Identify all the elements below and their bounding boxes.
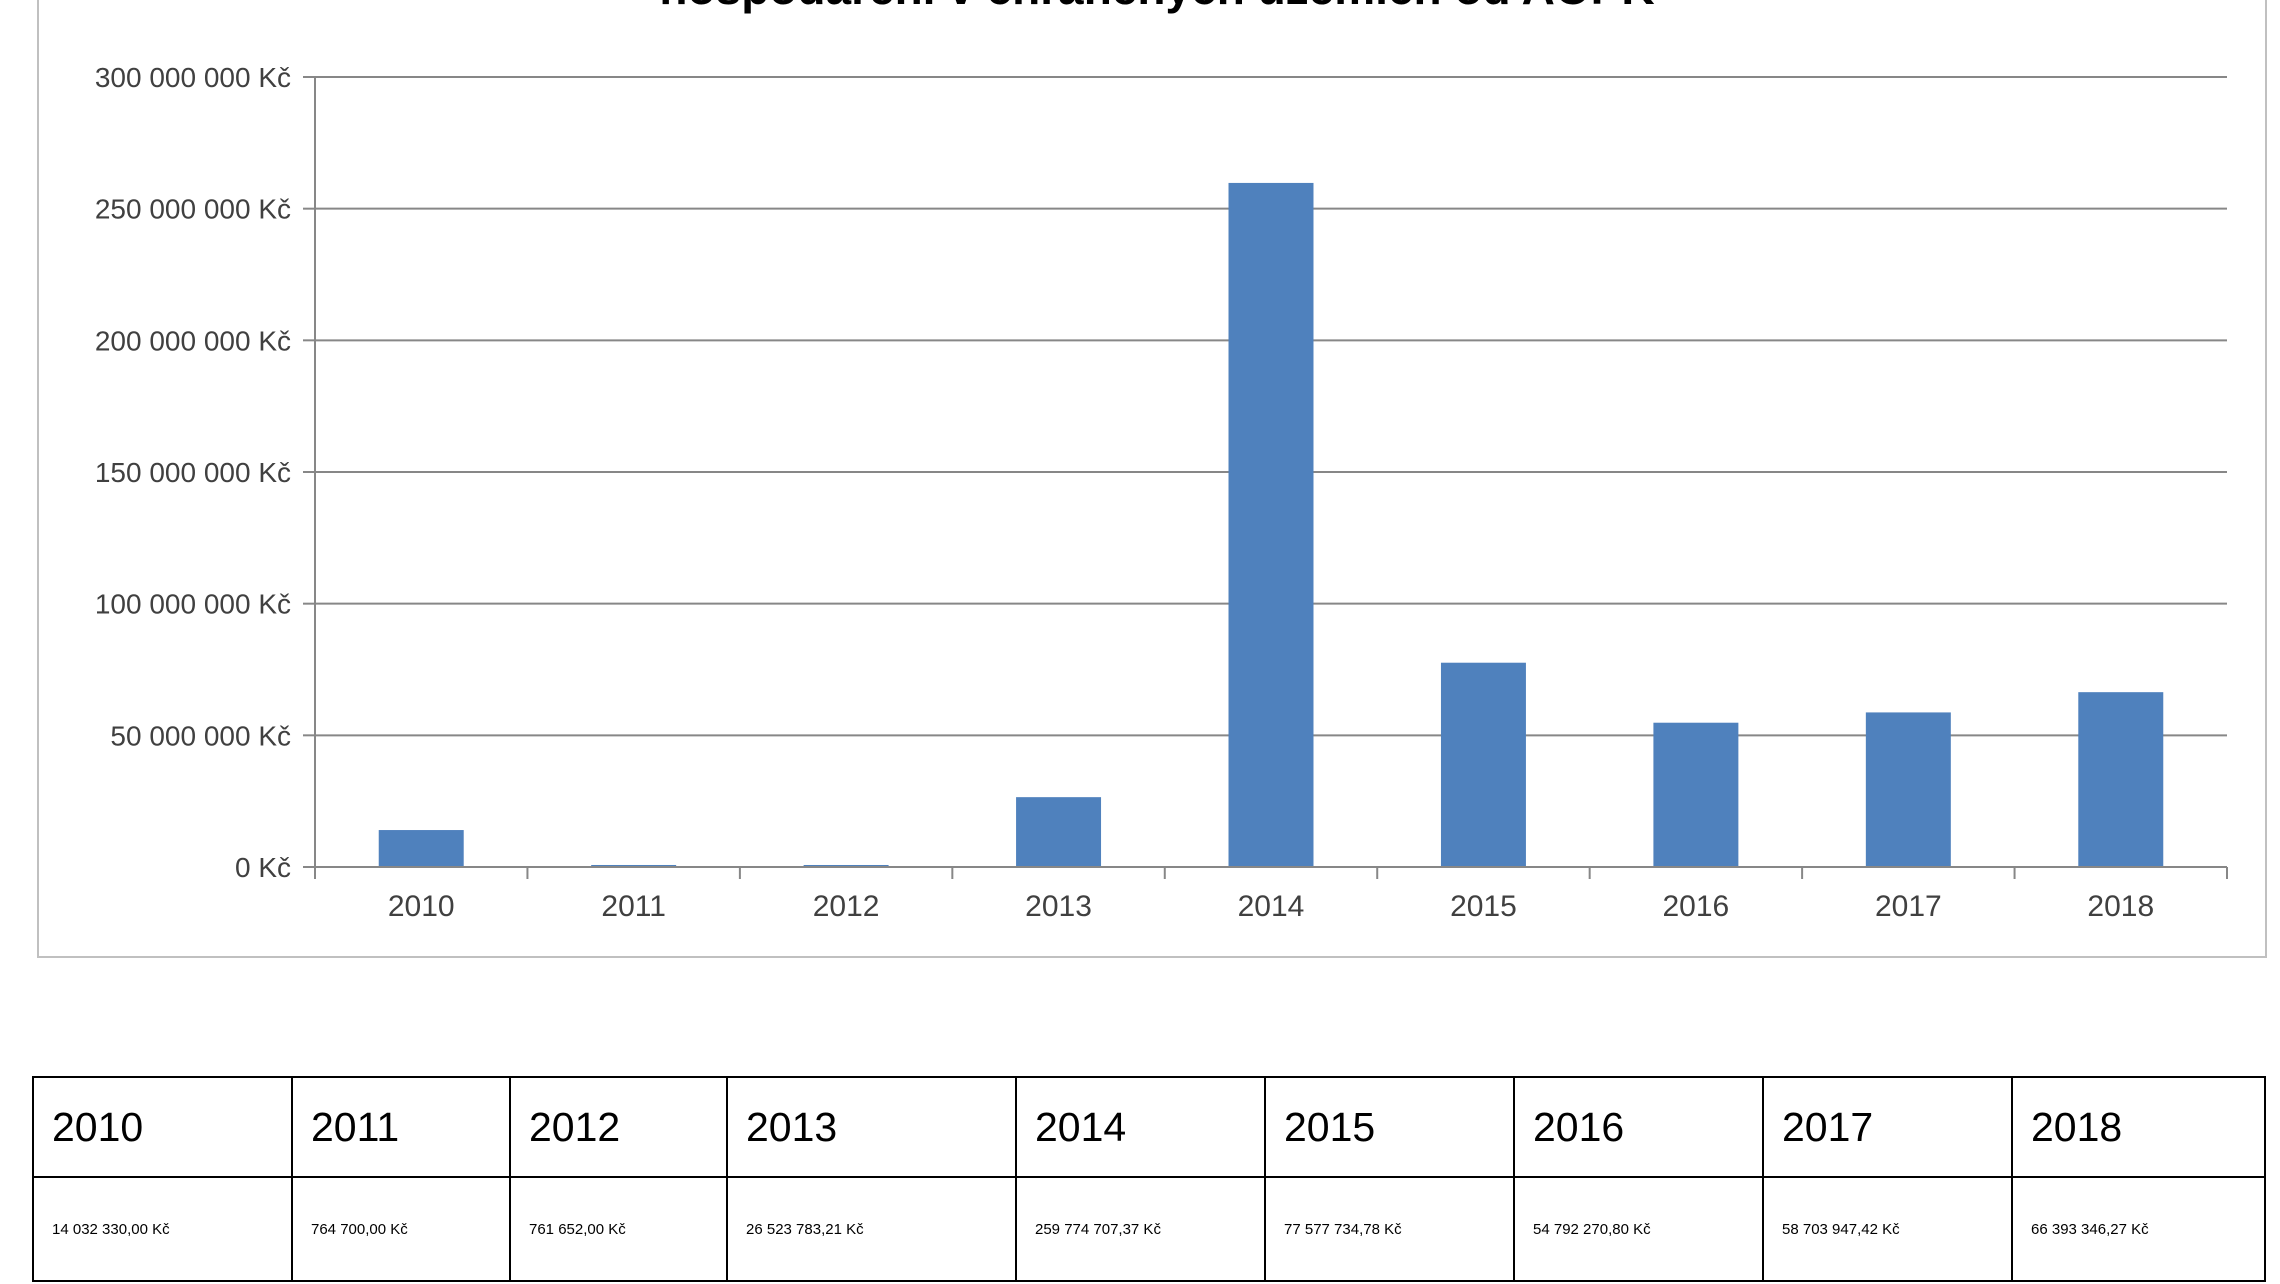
- y-tick-label: 300 000 000 Kč: [95, 62, 291, 93]
- y-tick-label: 150 000 000 Kč: [95, 457, 291, 488]
- axes: [303, 76, 2228, 879]
- bar-2018: [2078, 692, 2164, 867]
- x-tick-label: 2010: [388, 890, 455, 923]
- bars: [378, 182, 2164, 867]
- bar-2014: [1228, 182, 1314, 867]
- y-tick-label: 100 000 000 Kč: [95, 589, 291, 620]
- data-table: 2010 2011 2012 2013 2014 2015 2016 2017 …: [32, 1076, 2266, 1282]
- bar-2015: [1440, 662, 1526, 867]
- chart-frame: 0 Kč 50 000 000 Kč 100 000 000 Kč 150 000 0…: [37, 0, 2267, 958]
- x-tick-label: 2016: [1663, 890, 1730, 923]
- table-year-cell: 2012: [509, 1076, 728, 1178]
- x-tick-label: 2018: [2087, 890, 2154, 923]
- y-tick-label: 200 000 000 Kč: [95, 325, 291, 356]
- table-year-cell: 2010: [32, 1076, 293, 1178]
- table-year-cell: 2017: [1762, 1076, 2013, 1178]
- table-value-cell: 761 652,00 Kč: [509, 1176, 728, 1282]
- table-year-cell: 2016: [1513, 1076, 1764, 1178]
- y-tick-label: 250 000 000 Kč: [95, 194, 291, 225]
- chart-title: hospodaření v chráněných územích od AOPK: [659, 0, 1654, 14]
- table-value-row: 14 032 330,00 Kč 764 700,00 Kč 761 652,0…: [32, 1176, 2266, 1282]
- bar-2010: [378, 830, 464, 867]
- table-year-cell: 2015: [1264, 1076, 1515, 1178]
- x-tick-label: 2012: [813, 890, 880, 923]
- table-value-cell: 26 523 783,21 Kč: [726, 1176, 1017, 1282]
- table-value-cell: 14 032 330,00 Kč: [32, 1176, 293, 1282]
- x-tick-label: 2013: [1025, 890, 1092, 923]
- bar-2017: [1865, 712, 1951, 867]
- y-tick-label: 50 000 000 Kč: [110, 720, 291, 751]
- y-tick-label: 0 Kč: [235, 852, 291, 883]
- table-year-cell: 2014: [1015, 1076, 1266, 1178]
- x-tick-label: 2017: [1875, 890, 1942, 923]
- table-year-cell: 2013: [726, 1076, 1017, 1178]
- table-value-cell: 58 703 947,42 Kč: [1762, 1176, 2013, 1282]
- bar-chart: 0 Kč 50 000 000 Kč 100 000 000 Kč 150 000 0…: [95, 0, 2228, 923]
- table-value-cell: 77 577 734,78 Kč: [1264, 1176, 1515, 1282]
- axis-labels: 0 Kč 50 000 000 Kč 100 000 000 Kč 150 000 0…: [95, 62, 2154, 923]
- table-year-cell: 2018: [2011, 1076, 2266, 1178]
- bar-2011: [591, 864, 677, 867]
- x-tick-label: 2015: [1450, 890, 1517, 923]
- bar-2016: [1653, 722, 1739, 867]
- table-value-cell: 54 792 270,80 Kč: [1513, 1176, 1764, 1282]
- table-year-cell: 2011: [291, 1076, 511, 1178]
- x-tick-label: 2011: [601, 890, 666, 923]
- table-header-row: 2010 2011 2012 2013 2014 2015 2016 2017 …: [32, 1076, 2266, 1178]
- bar-2013: [1016, 797, 1102, 867]
- table-value-cell: 764 700,00 Kč: [291, 1176, 511, 1282]
- table-value-cell: 259 774 707,37 Kč: [1015, 1176, 1266, 1282]
- table-value-cell: 66 393 346,27 Kč: [2011, 1176, 2266, 1282]
- x-tick-label: 2014: [1238, 890, 1305, 923]
- bar-2012: [803, 864, 889, 867]
